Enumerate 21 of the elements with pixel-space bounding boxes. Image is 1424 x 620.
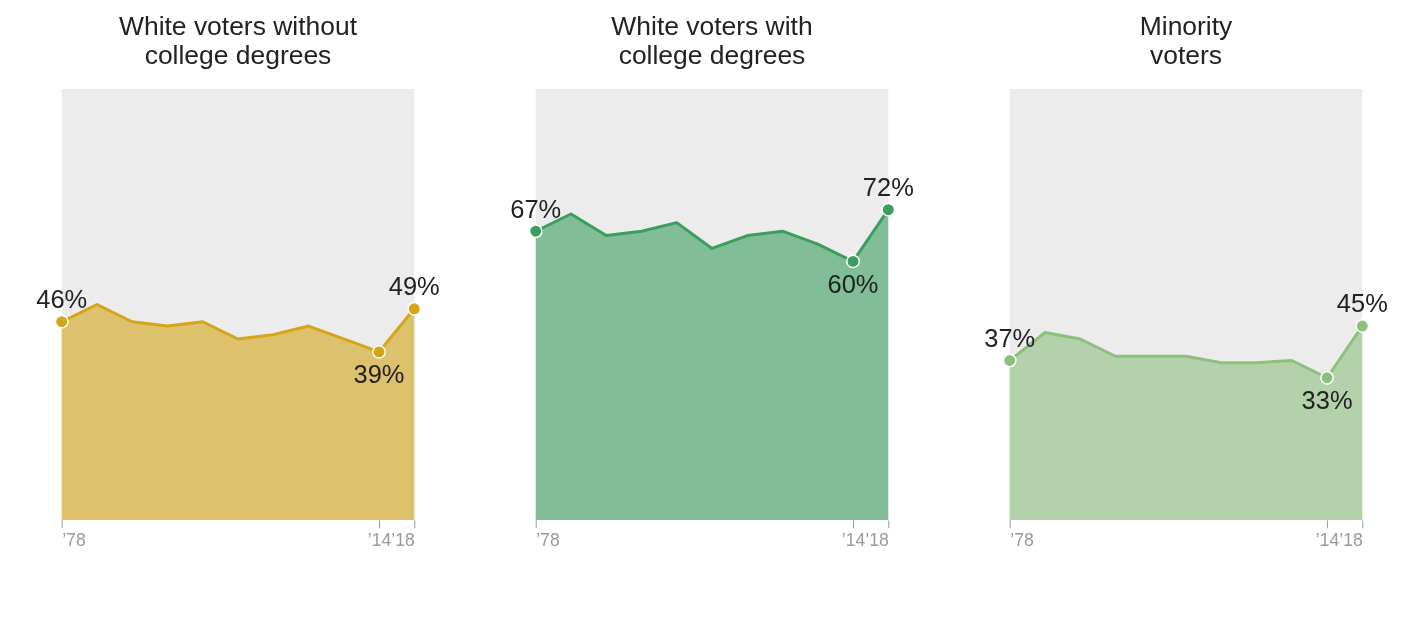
x-tick-label: ’78 (1010, 529, 1034, 550)
data-label: 45% (1336, 289, 1388, 318)
data-label: 60% (827, 269, 879, 298)
x-tick-label: ’14 (367, 529, 392, 550)
x-tick-label: ’78 (62, 529, 86, 550)
chart-title: White voters without college degrees (118, 11, 358, 70)
data-label: 33% (1301, 386, 1353, 415)
data-label: 39% (353, 360, 405, 389)
data-label: 72% (862, 172, 914, 201)
x-tick-label: ’18 (391, 529, 415, 550)
data-label: 49% (388, 272, 440, 301)
x-tick-label: ’14 (841, 529, 866, 550)
data-label: 67% (510, 194, 562, 223)
chart-title: Minority voters (1139, 11, 1234, 70)
chart-title: White voters with college degrees (611, 11, 813, 70)
data-label: 37% (984, 323, 1036, 352)
x-tick-label: ’78 (536, 529, 560, 550)
data-label: 46% (36, 285, 88, 314)
x-tick-label: ’18 (1339, 529, 1363, 550)
x-tick-label: ’18 (865, 529, 889, 550)
x-tick-label: ’14 (1315, 529, 1340, 550)
